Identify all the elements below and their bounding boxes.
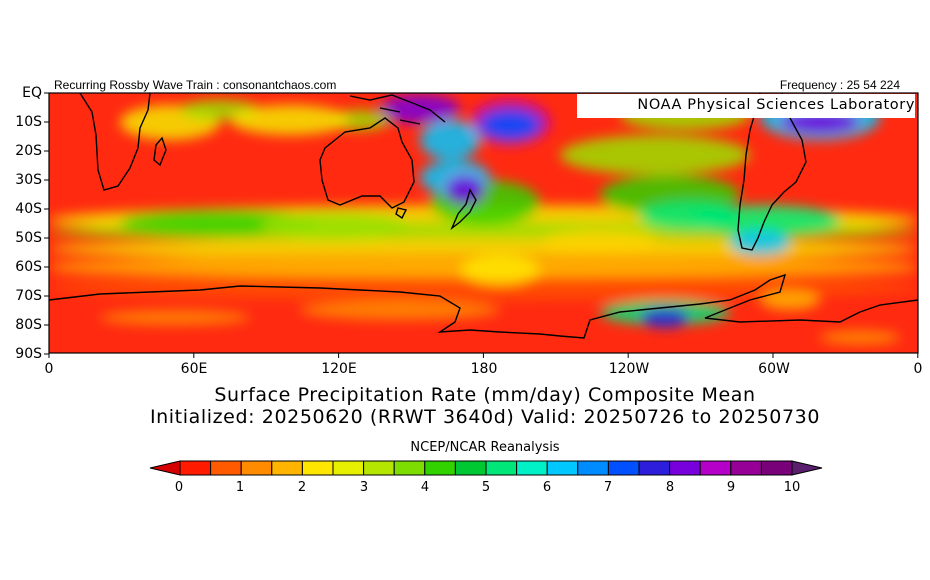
colorbar-swatch: [516, 460, 548, 476]
south-america-coastline: [737, 92, 807, 251]
title-line-1: Surface Precipitation Rate (mm/day) Comp…: [214, 384, 756, 406]
colorbar-tick-label: 6: [542, 480, 552, 495]
lon-label: 0: [913, 361, 923, 377]
lon-label: 120E: [321, 361, 357, 377]
precip-patch: [540, 230, 660, 255]
colorbar-min-arrow: [149, 460, 181, 476]
precip-patch: [380, 94, 460, 124]
colorbar-swatch: [730, 460, 762, 476]
precip-patch: [230, 105, 350, 135]
precip-patch: [820, 330, 900, 345]
colorbar-tick-label: 9: [726, 480, 736, 495]
colorbar-max-arrow: [791, 460, 823, 476]
title-line-2: Initialized: 20250620 (RRWT 3640d) Valid…: [149, 406, 821, 428]
precip-patch: [100, 310, 250, 325]
colorbar-swatch: [577, 460, 609, 476]
data-source: NCEP/NCAR Reanalysis: [410, 440, 560, 455]
credit-label: NOAA Physical Sciences Laboratory: [577, 94, 915, 118]
colorbar-swatch: [454, 460, 487, 476]
colorbar-swatch: [760, 460, 793, 476]
africa-coastline: [79, 92, 151, 191]
indonesia-coastline: [349, 94, 446, 125]
madagascar-coastline: [153, 136, 167, 167]
colorbar-tick-label: 10: [783, 480, 801, 495]
lat-label: 20S: [15, 143, 42, 159]
colorbar-swatch: [271, 460, 303, 476]
header-right: Frequency : 25 54 224: [779, 78, 900, 92]
lat-label: 30S: [15, 172, 42, 188]
lat-label: 80S: [15, 317, 42, 333]
precip-patch: [300, 300, 500, 320]
australia-coastline: [319, 117, 415, 209]
precip-patch: [420, 120, 480, 160]
precip-patch: [49, 275, 918, 300]
colorbar-tick-label: 0: [174, 480, 184, 495]
lon-label: 60W: [758, 361, 790, 377]
lon-label: 120W: [608, 361, 650, 377]
tasmania-coastline: [395, 207, 408, 220]
colorbar-swatch: [669, 460, 701, 476]
colorbar-swatch: [607, 460, 640, 476]
colorbar-swatch: [699, 460, 732, 476]
lat-label: 70S: [15, 288, 42, 304]
colorbar-swatch: [301, 460, 334, 476]
header-left: Recurring Rossby Wave Train : consonantc…: [54, 78, 337, 92]
lat-label: 60S: [15, 259, 42, 275]
colorbar-tick-label: 4: [420, 480, 430, 495]
colorbar-swatch: [179, 460, 212, 476]
colorbar-tick-label: 8: [665, 480, 675, 495]
antarctica-coastline: [48, 273, 919, 339]
colorbar-tick-label: 3: [359, 480, 369, 495]
precip-patch: [760, 290, 820, 310]
colorbar-tick-label: 5: [481, 480, 491, 495]
lat-label: 90S: [15, 346, 42, 362]
lat-label: 50S: [15, 230, 42, 246]
colorbar-swatch: [210, 460, 242, 476]
precip-patch: [480, 110, 540, 140]
precip-patch: [260, 212, 410, 240]
precip-patch: [560, 135, 750, 175]
colorbar-swatch: [485, 460, 518, 476]
new-zealand-coastline: [450, 188, 477, 231]
colorbar-tick-label: 7: [603, 480, 613, 495]
colorbar-swatch: [240, 460, 273, 476]
colorbar-swatch: [424, 460, 456, 476]
precip-patch: [640, 308, 690, 328]
precip-patch: [49, 238, 918, 260]
precip-patch: [460, 255, 540, 285]
lat-label: 40S: [15, 201, 42, 217]
colorbar-tick-label: 2: [297, 480, 307, 495]
colorbar-swatch: [363, 460, 395, 476]
lon-label: 180: [470, 361, 498, 377]
lat-label: 10S: [15, 114, 42, 130]
lon-label: 0: [44, 361, 54, 377]
colorbar-swatch: [393, 460, 426, 476]
lon-label: 60E: [180, 361, 208, 377]
colorbar-tick-label: 1: [235, 480, 245, 495]
colorbar-swatch: [332, 460, 365, 476]
colorbar-swatch: [546, 460, 579, 476]
colorbar-swatch: [638, 460, 671, 476]
lat-label: EQ: [22, 85, 42, 101]
